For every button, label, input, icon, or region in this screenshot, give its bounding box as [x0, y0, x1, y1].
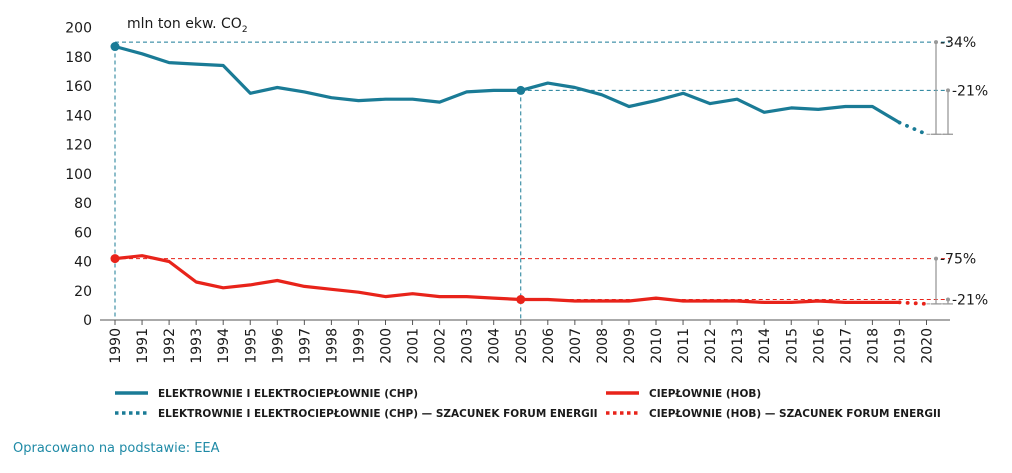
x-tick-label: 2009 — [622, 328, 638, 364]
x-tick-label: 2010 — [649, 328, 665, 364]
series-line-hob-estimate — [897, 300, 929, 306]
series-markers — [110, 42, 526, 305]
x-tick-label: 2013 — [730, 328, 746, 364]
axes: 0 20 40 60 80 100 120 140 160 180 200 1990 1991 1992 1… — [65, 21, 950, 364]
x-tick-label: 1994 — [216, 328, 232, 364]
x-tick-label: 2007 — [568, 328, 584, 364]
annotation-label: -34% — [940, 35, 976, 51]
x-tick-label: 2017 — [838, 328, 854, 364]
x-tick-label: 2015 — [784, 328, 800, 364]
y-tick-label: 120 — [65, 138, 92, 154]
source-note: Opracowano na podstawie: EEA — [13, 441, 220, 456]
x-tick-label: 1997 — [297, 328, 313, 364]
x-tick-label: 2019 — [892, 328, 908, 364]
y-axis-unit-subscript: 2 — [242, 25, 248, 35]
annotation-bracket-cap — [934, 256, 938, 261]
legend: ELEKTROWNIE I ELEKTROCIEPŁOWNIE (CHP) EL… — [115, 388, 941, 420]
y-tick-label: 200 — [65, 21, 92, 37]
y-axis-unit: mln ton ekw. CO2 — [127, 16, 248, 35]
x-tick-label: 2006 — [541, 328, 557, 364]
annotation-bracket-cap — [946, 297, 950, 302]
y-tick-label: 140 — [65, 108, 92, 124]
x-tick-label: 2008 — [595, 328, 611, 364]
x-tick-label: 2003 — [460, 328, 476, 364]
x-tick-label: 2001 — [406, 328, 422, 364]
x-tick-label: 2012 — [703, 328, 719, 364]
y-tick-label: 40 — [74, 255, 92, 271]
x-tick-label: 2000 — [379, 328, 395, 364]
y-tick-label: 180 — [65, 50, 92, 66]
marker-hob-1990 — [110, 254, 120, 264]
legend-label-hob: CIEPŁOWNIE (HOB) — [649, 388, 761, 400]
x-tick-label: 1990 — [108, 328, 124, 364]
legend-label-hob-estimate: CIEPŁOWNIE (HOB) — SZACUNEK FORUM ENERGI… — [649, 408, 941, 420]
marker-chp-1990 — [110, 42, 120, 52]
x-tick-label: 2011 — [676, 328, 692, 364]
annotation-bracket-cap — [934, 40, 938, 45]
x-tick-label: 2005 — [514, 328, 530, 364]
y-tick-label: 80 — [74, 196, 92, 212]
marker-hob-2005 — [516, 295, 526, 305]
x-tick-label: 1999 — [351, 328, 367, 364]
x-tick-label: 2004 — [487, 328, 503, 364]
x-tick-label: 1993 — [189, 328, 205, 364]
x-tick-label: 1996 — [270, 328, 286, 364]
annotation-bracket-cap — [946, 88, 950, 93]
change-annotations: -34% -21% -75% -21% — [931, 35, 988, 309]
x-tick-label: 2014 — [757, 328, 773, 364]
x-tick-label: 1991 — [135, 328, 151, 364]
annotation-label: -75% — [940, 252, 976, 268]
x-tick-label: 1995 — [243, 328, 259, 364]
y-tick-label: 20 — [74, 284, 92, 300]
legend-label-chp: ELEKTROWNIE I ELEKTROCIEPŁOWNIE (CHP) — [158, 388, 418, 400]
y-tick-label: 100 — [65, 167, 92, 183]
y-tick-label: 160 — [65, 79, 92, 95]
y-tick-label: 0 — [83, 313, 92, 329]
series-line-chp — [113, 44, 902, 125]
annotation-label: -21% — [952, 83, 988, 99]
legend-label-chp-estimate: ELEKTROWNIE I ELEKTROCIEPŁOWNIE (CHP) — … — [158, 408, 598, 420]
series-line-chp-estimate — [897, 120, 929, 137]
x-tick-label: 1992 — [162, 328, 178, 364]
y-tick-label: 60 — [74, 225, 92, 241]
series-lines — [113, 44, 929, 306]
series-line-hob — [113, 254, 902, 304]
x-tick-label: 1998 — [324, 328, 340, 364]
x-tick-label: 2002 — [433, 328, 449, 364]
marker-chp-2005 — [516, 85, 526, 95]
x-tick-label: 2016 — [811, 328, 827, 364]
annotation-label: -21% — [952, 293, 988, 309]
x-tick-label: 2018 — [865, 328, 881, 364]
x-tick-label: 2020 — [920, 328, 936, 364]
